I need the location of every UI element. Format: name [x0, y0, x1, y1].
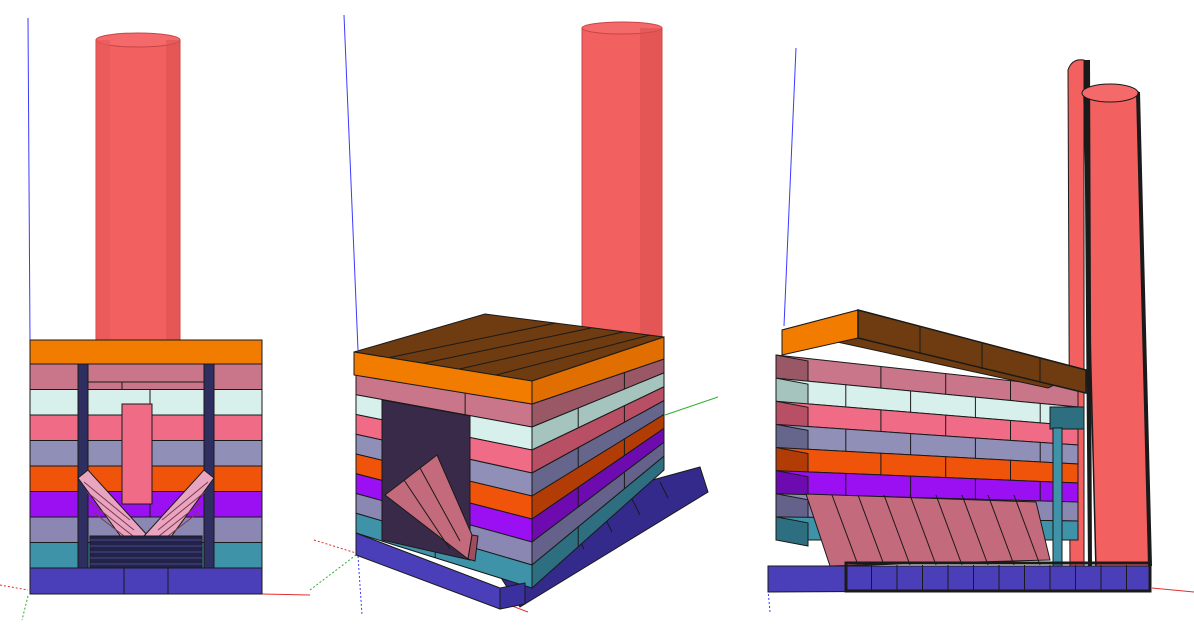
- brick-right: [213, 414, 263, 441]
- base-course: [767, 561, 1152, 593]
- brick-left: [29, 363, 79, 390]
- brick-left: [29, 465, 79, 492]
- lintel: [77, 363, 215, 383]
- baffle-slat: [935, 494, 963, 566]
- baffle-slat: [961, 494, 989, 566]
- angled-baffle: [805, 493, 1051, 567]
- axis-red-line: [1151, 587, 1194, 593]
- angled-baffle: [384, 454, 479, 562]
- baffle-slat: [161, 481, 209, 521]
- brick-left: [29, 491, 79, 518]
- support-leg: [1052, 427, 1063, 569]
- center-post: [121, 403, 153, 505]
- brick-right: [213, 465, 263, 492]
- brick-left: [29, 440, 79, 467]
- axis-blue-line: [783, 47, 797, 327]
- brick-right: [213, 516, 263, 543]
- baffle-slat: [909, 494, 937, 566]
- top-slab: [781, 309, 1088, 394]
- chimney-pipe: [95, 32, 181, 341]
- fire-opening: [77, 363, 215, 569]
- reveal-left: [77, 363, 89, 569]
- axis-blue-line: [343, 14, 359, 351]
- brick-left: [29, 389, 79, 416]
- baffle-slat: [1013, 494, 1041, 566]
- brick-end: [775, 516, 809, 547]
- axis-blue-line: [27, 17, 31, 341]
- baffle-slat: [86, 491, 135, 531]
- brick-right: [213, 363, 263, 390]
- brick-right: [213, 389, 263, 416]
- brick-right: [213, 491, 263, 518]
- chimney-pipe: [1067, 59, 1152, 573]
- axis-green-dashed: [309, 554, 357, 591]
- axis-blue-dashed: [767, 589, 771, 613]
- axis-green-dashed: [21, 595, 29, 621]
- tray-joint: [659, 481, 669, 499]
- brick-left: [29, 414, 79, 441]
- side-cutaway-view: [767, 47, 1194, 613]
- tray-joint: [631, 498, 641, 516]
- baffle-slat: [83, 481, 131, 521]
- baffle-slat: [883, 494, 911, 566]
- baffle-slat: [831, 494, 859, 566]
- baffle-slat: [89, 501, 139, 541]
- baffle-slat: [153, 501, 203, 541]
- top-slab: [29, 339, 263, 365]
- base-course: [29, 567, 263, 595]
- axis-blue-dashed: [357, 555, 363, 616]
- reveal-right: [203, 363, 215, 569]
- baffle-slat: [157, 491, 206, 531]
- axis-red-line: [261, 593, 311, 596]
- axis-green-line: [664, 396, 719, 416]
- baffle-slat: [987, 494, 1015, 566]
- perspective-view: [309, 14, 719, 616]
- brick-left: [29, 516, 79, 543]
- brick-right: [213, 440, 263, 467]
- chimney-pipe: [581, 21, 663, 339]
- front-view: [0, 17, 311, 621]
- brick-course-side: [531, 455, 665, 590]
- baffle-slat: [857, 494, 885, 566]
- brick-left: [29, 542, 79, 569]
- top-slab: [353, 313, 665, 405]
- brick-right: [213, 542, 263, 569]
- shelf-box: [1049, 406, 1085, 430]
- axis-red-dashed: [0, 584, 29, 591]
- axis-red-dashed: [313, 539, 357, 554]
